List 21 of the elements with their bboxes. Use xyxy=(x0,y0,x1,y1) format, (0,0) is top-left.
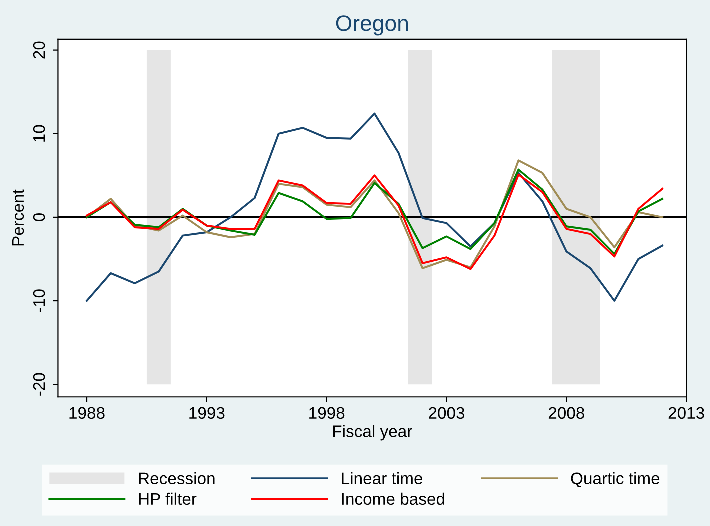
y-tick-label: -10 xyxy=(33,290,46,312)
y-tick-label: 10 xyxy=(33,125,46,142)
x-tick-label: 1993 xyxy=(190,407,225,420)
legend-label: Recession xyxy=(139,472,215,485)
legend-label: Linear time xyxy=(342,472,423,485)
x-tick-label: 1988 xyxy=(70,407,105,420)
legend-label: Quartic time xyxy=(571,472,660,488)
x-axis-title: Fiscal year xyxy=(333,425,412,441)
x-tick-label: 1998 xyxy=(310,407,345,420)
y-tick-label: 0 xyxy=(33,213,46,222)
line-series xyxy=(86,112,664,302)
y-axis-title: Percent xyxy=(12,190,24,246)
x-tick-label: 2003 xyxy=(429,407,465,420)
y-tick-label: -20 xyxy=(33,373,46,396)
y-tick-label: 20 xyxy=(33,42,46,59)
legend-label: Income based xyxy=(342,492,444,506)
line-series xyxy=(86,168,664,256)
x-tick-label: 2013 xyxy=(668,407,704,420)
legend-label: HP filter xyxy=(139,492,197,506)
x-tick-label: 2008 xyxy=(548,407,584,420)
chart-title: Oregon xyxy=(336,16,408,36)
